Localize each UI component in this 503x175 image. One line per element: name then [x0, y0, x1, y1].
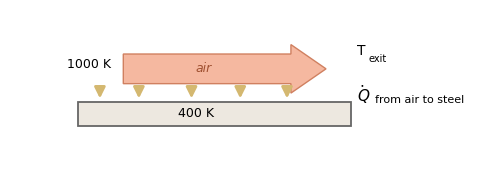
Text: 1000 K: 1000 K [67, 58, 111, 71]
Text: exit: exit [369, 54, 387, 64]
Text: from air to steel: from air to steel [375, 95, 464, 105]
Text: 400 K: 400 K [178, 107, 214, 120]
Text: $Q$: $Q$ [357, 87, 371, 105]
Text: $\cdot$: $\cdot$ [359, 77, 365, 92]
FancyBboxPatch shape [78, 102, 351, 126]
Text: T: T [357, 44, 366, 58]
Polygon shape [123, 45, 326, 93]
Text: air: air [196, 62, 212, 75]
